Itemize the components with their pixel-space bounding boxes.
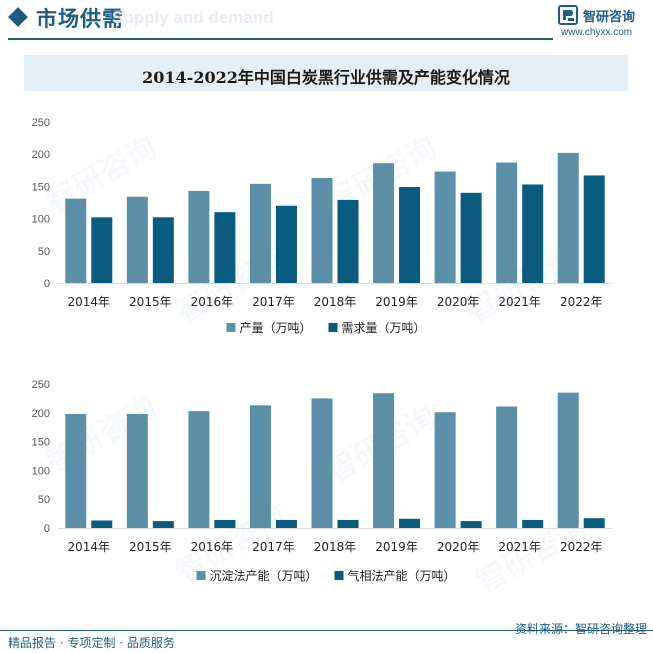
y-tick-label: 50: [38, 494, 50, 506]
bar-b: [275, 519, 297, 528]
bar-a: [373, 393, 395, 528]
x-tick-label: 2018年: [314, 540, 357, 554]
bar-a: [311, 398, 333, 528]
bar-b: [275, 205, 297, 283]
y-tick-label: 100: [32, 214, 50, 226]
x-tick-label: 2017年: [252, 540, 295, 554]
x-tick-label: 2019年: [375, 295, 418, 309]
brand-url: www.chyxx.com: [561, 27, 633, 38]
bar-b: [152, 521, 174, 528]
bar-a: [188, 411, 210, 528]
bar-a: [249, 405, 271, 528]
production-demand-chart: 0 50 100 150 200 250 2014年 2015年 2016年 2017年 2018年…: [0, 110, 653, 340]
bar-b: [337, 519, 359, 528]
bar-a: [65, 198, 87, 283]
y-tick-label: 100: [32, 465, 50, 477]
x-tick-label: 2019年: [375, 540, 418, 554]
bar-b: [583, 518, 605, 528]
bar-b: [214, 212, 236, 283]
bar-b: [460, 521, 482, 528]
section-title: 市场供需: [36, 7, 124, 31]
y-tick-label: 200: [32, 149, 50, 161]
bar-b: [337, 199, 359, 283]
y-tick-label: 50: [38, 246, 50, 258]
bar-a: [311, 178, 333, 283]
bar-a: [188, 190, 210, 283]
bar-a: [126, 413, 148, 528]
x-tick-label: 2015年: [129, 295, 172, 309]
x-tick-label: 2021年: [498, 540, 541, 554]
x-tick-label: 2014年: [68, 540, 111, 554]
bar-b: [460, 192, 482, 283]
legend-label: 气相法产能（万吨）: [348, 568, 456, 583]
bar-a: [434, 171, 456, 283]
source-note: 资料来源：智研咨询整理: [514, 622, 647, 636]
bar-b: [214, 519, 236, 528]
header-divider: [8, 38, 553, 40]
chart-title-box: 2014-2022年中国白炭黑行业供需及产能变化情况: [24, 55, 628, 91]
header-bar: 市场供需 Supply and demand 智研咨询 www.chyxx.co…: [0, 0, 653, 44]
bar-a: [249, 183, 271, 283]
legend-label: 沉淀法产能（万吨）: [210, 569, 318, 583]
legend-swatch: [226, 323, 236, 332]
y-tick-label: 150: [32, 181, 50, 193]
x-tick-label: 2014年: [68, 295, 111, 309]
legend-swatch: [196, 571, 206, 580]
bar-a: [65, 413, 87, 528]
bar-a: [434, 412, 456, 528]
bar-a: [557, 152, 579, 283]
bar-b: [583, 175, 605, 283]
section-subtitle-ghost: Supply and demand: [112, 8, 274, 27]
brand-name: 智研咨询: [583, 10, 636, 25]
bar-b: [399, 187, 421, 283]
footer-slogan: 精品报告 · 专项定制 · 品质服务: [8, 636, 175, 650]
bar-b: [399, 518, 421, 528]
chart-title: 2014-2022年中国白炭黑行业供需及产能变化情况: [142, 68, 510, 87]
bar-a: [126, 196, 148, 283]
x-tick-label: 2016年: [191, 540, 234, 554]
legend-label: 需求量（万吨）: [342, 321, 426, 335]
bar-b: [152, 217, 174, 283]
y-tick-label: 150: [32, 437, 50, 449]
capacity-chart-svg: 0 50 100 150 200 250 2014年 2015年 2016年 2017年 2018年…: [32, 379, 612, 583]
y-tick-label: 250: [32, 117, 50, 129]
x-tick-label: 2022年: [560, 540, 603, 554]
bar-a: [557, 392, 579, 528]
brand-logo-icon: [558, 5, 578, 25]
y-tick-label: 250: [32, 379, 50, 391]
legend-swatch: [328, 323, 338, 332]
footer-divider: [0, 630, 653, 631]
legend-label: 产量（万吨）: [240, 321, 312, 335]
bar-a: [373, 163, 395, 283]
x-tick-label: 2021年: [498, 295, 541, 309]
x-tick-label: 2015年: [129, 540, 172, 554]
capacity-chart: 0 50 100 150 200 250 2014年 2015年 2016年 2017年 2018年…: [0, 372, 653, 592]
bar-b: [91, 520, 113, 528]
y-tick-label: 0: [44, 523, 50, 535]
y-tick-label: 0: [44, 278, 50, 290]
production-demand-chart-svg: 0 50 100 150 200 250 2014年 2015年 2016年 2017年 2018年…: [32, 117, 612, 335]
diamond-icon: [8, 7, 28, 27]
bar-b: [522, 519, 544, 528]
x-tick-label: 2018年: [314, 295, 357, 309]
x-tick-label: 2020年: [437, 295, 480, 309]
x-tick-label: 2022年: [560, 295, 603, 309]
y-tick-label: 200: [32, 408, 50, 420]
bar-b: [522, 184, 544, 283]
x-tick-label: 2017年: [252, 295, 295, 309]
bar-a: [496, 162, 518, 283]
x-tick-label: 2020年: [437, 540, 480, 554]
x-tick-label: 2016年: [191, 295, 234, 309]
bar-a: [496, 406, 518, 528]
legend-swatch: [334, 571, 344, 580]
bar-b: [91, 217, 113, 283]
